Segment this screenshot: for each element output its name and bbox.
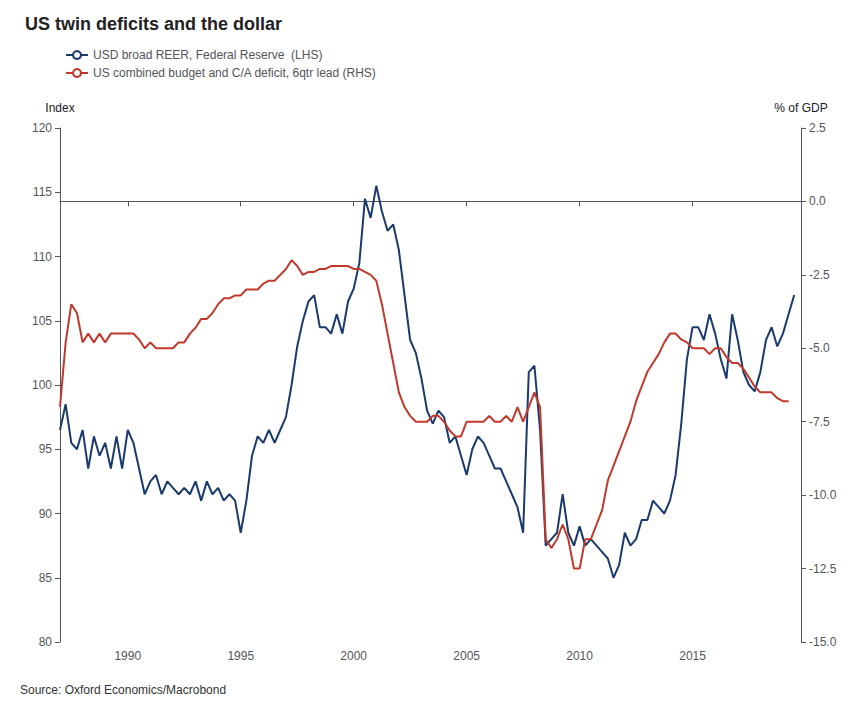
svg-text:Index: Index (45, 101, 74, 115)
svg-text:2015: 2015 (679, 649, 706, 663)
svg-text:-5.0: -5.0 (809, 341, 830, 355)
svg-text:2010: 2010 (566, 649, 593, 663)
svg-text:-12.5: -12.5 (809, 562, 837, 576)
svg-text:Source: Oxford Economics/Macro: Source: Oxford Economics/Macrobond (20, 683, 226, 697)
svg-text:95: 95 (39, 442, 53, 456)
svg-text:USD broad REER, Federal Reserv: USD broad REER, Federal Reserve (LHS) (93, 48, 322, 62)
svg-text:1995: 1995 (227, 649, 254, 663)
svg-text:-2.5: -2.5 (809, 268, 830, 282)
svg-text:0.0: 0.0 (809, 194, 826, 208)
svg-text:2.5: 2.5 (809, 121, 826, 135)
svg-text:1990: 1990 (114, 649, 141, 663)
svg-text:120: 120 (32, 121, 52, 135)
svg-text:US combined budget and C/A def: US combined budget and C/A deficit, 6qtr… (93, 66, 376, 80)
svg-text:US twin deficits and the dolla: US twin deficits and the dollar (25, 14, 282, 34)
svg-text:110: 110 (33, 250, 52, 264)
svg-text:2005: 2005 (453, 649, 480, 663)
svg-text:105: 105 (32, 314, 52, 328)
svg-text:% of GDP: % of GDP (774, 101, 827, 115)
svg-text:85: 85 (39, 571, 53, 585)
svg-text:80: 80 (39, 635, 53, 649)
svg-text:115: 115 (33, 185, 52, 199)
svg-text:100: 100 (32, 378, 52, 392)
svg-text:-15.0: -15.0 (809, 635, 837, 649)
svg-text:-7.5: -7.5 (809, 415, 830, 429)
svg-text:2000: 2000 (340, 649, 367, 663)
svg-text:-10.0: -10.0 (809, 488, 837, 502)
svg-text:90: 90 (39, 507, 53, 521)
